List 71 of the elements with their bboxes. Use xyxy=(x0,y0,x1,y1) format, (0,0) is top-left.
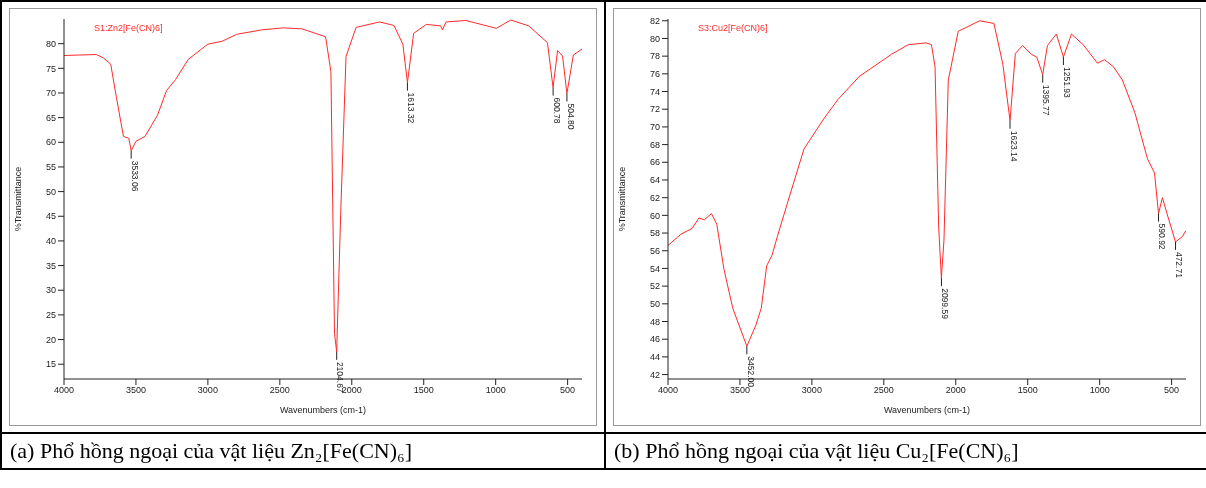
y-tick-label: 75 xyxy=(45,63,56,74)
y-tick-label: 44 xyxy=(649,352,660,363)
annotation: 590.92 xyxy=(1157,223,1168,250)
y-tick-label: 15 xyxy=(45,359,56,370)
annotation: 600.78 xyxy=(551,97,562,124)
y-tick-label: 60 xyxy=(649,210,660,221)
y-tick-label: 50 xyxy=(45,186,56,197)
y-tick-label: 74 xyxy=(649,86,660,97)
x-tick-label: 4000 xyxy=(53,385,75,396)
y-tick-label: 25 xyxy=(45,310,56,321)
annotation: 504.80 xyxy=(565,103,576,130)
x-tick-label: 3000 xyxy=(197,385,218,396)
y-tick-label: 76 xyxy=(649,69,660,80)
annotation: 1251.93 xyxy=(1062,67,1073,99)
y-tick-label: 46 xyxy=(649,334,660,345)
annotation: 472.71 xyxy=(1174,251,1185,279)
x-tick-label: 3500 xyxy=(729,385,750,396)
y-tick-label: 60 xyxy=(45,137,56,148)
y-tick-label: 48 xyxy=(649,316,660,327)
x-axis-title: Wavenumbers (cm-1) xyxy=(279,405,367,415)
annotation: 2099.59 xyxy=(940,288,951,320)
line-series xyxy=(668,20,1186,347)
x-tick-label: 1000 xyxy=(1089,385,1110,396)
y-tick-label: 20 xyxy=(45,334,56,345)
y-tick-label: 70 xyxy=(45,88,56,99)
y-tick-label: 54 xyxy=(649,263,660,274)
y-tick-label: 52 xyxy=(649,281,660,292)
y-axis-title: %Transmittance xyxy=(13,166,24,232)
annotation: 1395.77 xyxy=(1041,84,1052,116)
y-tick-label: 68 xyxy=(649,139,660,150)
y-tick-label: 65 xyxy=(45,112,56,123)
y-tick-label: 45 xyxy=(45,211,56,222)
x-tick-label: 1500 xyxy=(413,385,434,396)
x-tick-label: 1500 xyxy=(1017,385,1038,396)
text: S1:Zn2[Fe(CN)6] xyxy=(94,23,163,33)
y-tick-label: 72 xyxy=(649,104,660,115)
y-axis-title: %Transmittance xyxy=(617,166,628,232)
text: (a) Phổ hồng ngoại của vật liệu Zn₂[Fe(CN)₆] xyxy=(1,433,605,469)
line-series xyxy=(64,19,582,353)
y-tick-label: 66 xyxy=(649,157,660,168)
text: S3:Cu2[Fe(CN)6] xyxy=(698,23,768,33)
y-tick-label: 30 xyxy=(45,285,56,296)
x-tick-label: 500 xyxy=(560,385,576,396)
annotation: 1623.14 xyxy=(1008,130,1019,162)
x-tick-label: 3500 xyxy=(125,385,146,396)
x-axis-title: Wavenumbers (cm-1) xyxy=(883,405,971,415)
x-tick-label: 2500 xyxy=(269,385,290,396)
annotation: 3533.06 xyxy=(129,160,140,192)
x-tick-label: 2000 xyxy=(945,385,966,396)
y-tick-label: 42 xyxy=(649,369,660,380)
x-tick-label: 2500 xyxy=(873,385,894,396)
annotation: 3452.00 xyxy=(745,356,756,388)
x-tick-label: 500 xyxy=(1164,385,1180,396)
y-tick-label: 55 xyxy=(45,162,56,173)
y-tick-label: 62 xyxy=(649,192,660,203)
x-tick-label: 3000 xyxy=(801,385,822,396)
y-tick-label: 80 xyxy=(649,33,660,44)
y-tick-label: 64 xyxy=(649,175,660,186)
y-tick-label: 50 xyxy=(649,299,660,310)
y-tick-label: 35 xyxy=(45,260,56,271)
x-tick-label: 1000 xyxy=(485,385,506,396)
y-tick-label: 80 xyxy=(45,38,56,49)
y-tick-label: 40 xyxy=(45,236,56,247)
y-tick-label: 58 xyxy=(649,228,660,239)
y-tick-label: 78 xyxy=(649,51,660,62)
x-tick-label: 4000 xyxy=(657,385,679,396)
annotation: 1613.32 xyxy=(406,92,417,124)
text: (b) Phổ hồng ngoại của vật liệu Cu₂[Fe(CN)₆] xyxy=(605,433,1206,469)
y-tick-label: 56 xyxy=(649,245,660,256)
y-tick-label: 82 xyxy=(649,15,660,26)
y-tick-label: 70 xyxy=(649,122,660,133)
